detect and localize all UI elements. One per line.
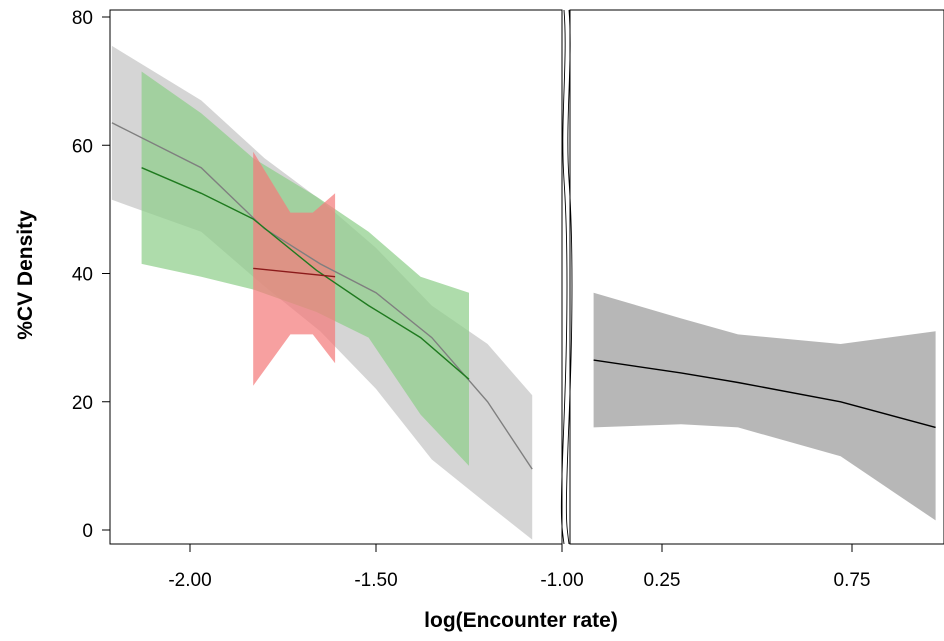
y-tick-label-2: 40 <box>72 265 93 286</box>
x-tick-label-right-1: 0.75 <box>834 570 871 591</box>
x-tick-label-left-2: -1.00 <box>540 570 583 591</box>
y-tick-label-3: 60 <box>72 136 93 157</box>
panel-frame-right <box>569 9 944 545</box>
series-line-left-0 <box>111 122 533 470</box>
y-tick-label-0: 0 <box>82 521 93 542</box>
y-tick-label-4: 80 <box>72 8 93 29</box>
confidence-band-left-2 <box>253 151 336 386</box>
series-line-left-2 <box>253 267 336 278</box>
x-tick-label-left-0: -2.00 <box>168 570 211 591</box>
y-tick-label-1: 20 <box>72 393 93 414</box>
axis-break-line-left <box>560 9 568 545</box>
axes-layer <box>102 8 944 554</box>
bands-layer <box>111 45 936 540</box>
lines-panel-right <box>593 359 936 429</box>
y-axis-title: %CV Density <box>14 210 37 340</box>
lines-layer <box>111 122 936 470</box>
x-axis-title: log(Encounter rate) <box>424 609 618 632</box>
panel-frame-left <box>109 9 563 545</box>
series-line-right-0 <box>593 359 936 429</box>
bands-panel-left <box>111 45 533 540</box>
x-tick-label-right-0: 0.25 <box>644 570 681 591</box>
labels-layer: log(Encounter rate) %CV Density -2.00 -1.… <box>14 8 870 632</box>
series-line-left-1 <box>141 167 470 380</box>
x-tick-label-left-1: -1.50 <box>354 570 397 591</box>
confidence-band-right-0 <box>593 292 936 521</box>
axis-break-gap <box>562 8 570 554</box>
axis-break-line-right <box>565 9 573 545</box>
lines-panel-left <box>111 122 533 470</box>
bands-panel-right <box>593 292 936 521</box>
